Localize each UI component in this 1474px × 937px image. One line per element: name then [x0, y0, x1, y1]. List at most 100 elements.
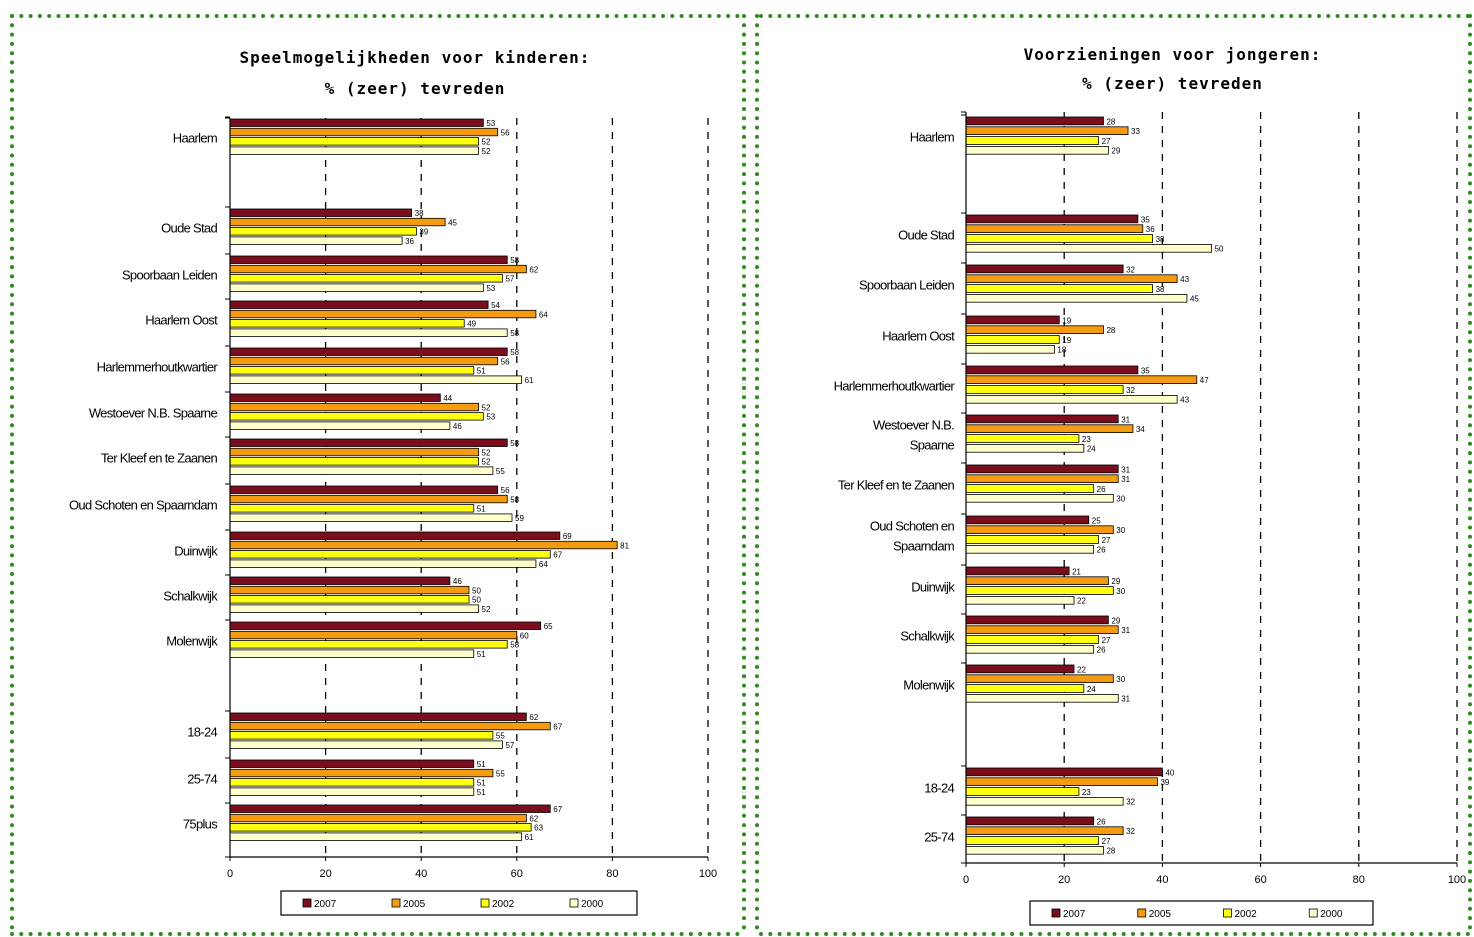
bar: [965, 525, 1114, 534]
category-label: Westoever N.B. Spaarne: [89, 406, 218, 421]
bar: [229, 457, 479, 466]
bar: [229, 621, 542, 630]
bar: [965, 385, 1124, 394]
data-label: 58: [510, 348, 519, 357]
data-label: 51: [477, 505, 486, 514]
bar: [229, 466, 494, 475]
bar: [965, 365, 1139, 375]
bar: [229, 504, 475, 513]
data-label: 24: [1087, 685, 1096, 694]
data-label: 30: [1116, 587, 1125, 596]
data-label: 51: [477, 779, 486, 788]
x-tick-label: 60: [511, 868, 523, 880]
legend-swatch: [302, 898, 312, 908]
bar: [229, 393, 441, 402]
bar: [229, 217, 446, 227]
bar: [229, 227, 417, 236]
bar: [229, 731, 494, 740]
category-label: Duinwijk: [911, 580, 955, 595]
bar: [965, 424, 1134, 433]
data-label: 54: [491, 301, 500, 310]
category-label: Spaarndam: [893, 539, 954, 554]
data-label: 33: [1131, 127, 1140, 136]
data-label: 55: [496, 467, 505, 476]
data-label: 23: [1082, 788, 1091, 797]
category-label: Haarlem: [173, 131, 217, 146]
data-label: 43: [1180, 396, 1189, 405]
category-label: Oude Stad: [161, 221, 217, 236]
legend-box: [1029, 900, 1374, 926]
bar: [965, 116, 1104, 126]
bar: [229, 585, 470, 595]
data-label: 28: [1106, 847, 1115, 856]
bar: [965, 645, 1095, 654]
data-label: 52: [482, 147, 491, 156]
x-tick-label: 20: [1058, 874, 1070, 886]
data-label: 53: [486, 413, 495, 422]
data-label: 62: [529, 713, 538, 722]
data-label: 30: [1116, 675, 1125, 684]
bar: [965, 284, 1153, 293]
legend-label: 2007: [1063, 909, 1086, 920]
data-label: 50: [1215, 245, 1224, 254]
data-label: 53: [486, 119, 495, 128]
bar: [965, 293, 1188, 303]
data-label: 60: [520, 631, 529, 640]
bar: [965, 145, 1109, 155]
data-label: 57: [505, 741, 514, 750]
bar: [965, 694, 1119, 703]
category-label: Spaarne: [910, 438, 955, 453]
bar: [229, 759, 475, 768]
data-label: 26: [1097, 485, 1106, 494]
data-label: 52: [482, 403, 491, 412]
bar: [965, 515, 1090, 525]
legend-swatch: [480, 898, 490, 908]
bar: [229, 208, 413, 217]
bar: [229, 375, 522, 384]
data-label: 29: [1111, 577, 1120, 586]
data-label: 22: [1077, 597, 1086, 606]
bar: [965, 484, 1095, 493]
bar: [229, 778, 475, 787]
data-label: 31: [1121, 465, 1130, 474]
x-tick-label: 80: [606, 868, 618, 880]
bar: [229, 494, 508, 504]
data-label: 36: [405, 237, 414, 246]
legend-label: 2002: [1235, 909, 1258, 920]
bar: [229, 347, 508, 356]
legend-label: 2005: [403, 899, 426, 910]
bar: [965, 816, 1095, 826]
bar: [229, 559, 537, 568]
bar: [229, 823, 532, 832]
legend-label: 2007: [314, 899, 337, 910]
data-label: 58: [510, 439, 519, 448]
x-tick-label: 20: [319, 868, 331, 880]
bar: [229, 438, 508, 447]
data-label: 27: [1102, 536, 1111, 545]
data-label: 65: [544, 622, 553, 631]
category-label: Duinwijk: [174, 544, 218, 559]
category-label: Harlemmerhoutkwartier: [834, 379, 956, 394]
chart-title-line-1: Speelmogelijkheden voor kinderen:: [239, 48, 591, 67]
data-label: 40: [1165, 768, 1174, 777]
data-label: 27: [1102, 137, 1111, 146]
bar: [229, 421, 451, 430]
data-label: 63: [534, 824, 543, 833]
legend-swatch: [1051, 908, 1061, 918]
x-tick-label: 100: [699, 868, 717, 880]
data-label: 31: [1121, 626, 1130, 635]
bar: [229, 721, 551, 731]
data-label: 81: [620, 541, 629, 550]
data-label: 64: [539, 310, 548, 319]
legend-swatch: [391, 898, 401, 908]
x-tick-label: 40: [1156, 874, 1168, 886]
bar: [965, 684, 1085, 693]
bar: [229, 300, 489, 309]
data-label: 64: [539, 560, 548, 569]
category-label: Oud Schoten en: [870, 519, 955, 534]
bar: [965, 325, 1104, 334]
bar: [229, 366, 475, 375]
data-label: 46: [453, 422, 462, 431]
data-label: 47: [1200, 376, 1209, 385]
